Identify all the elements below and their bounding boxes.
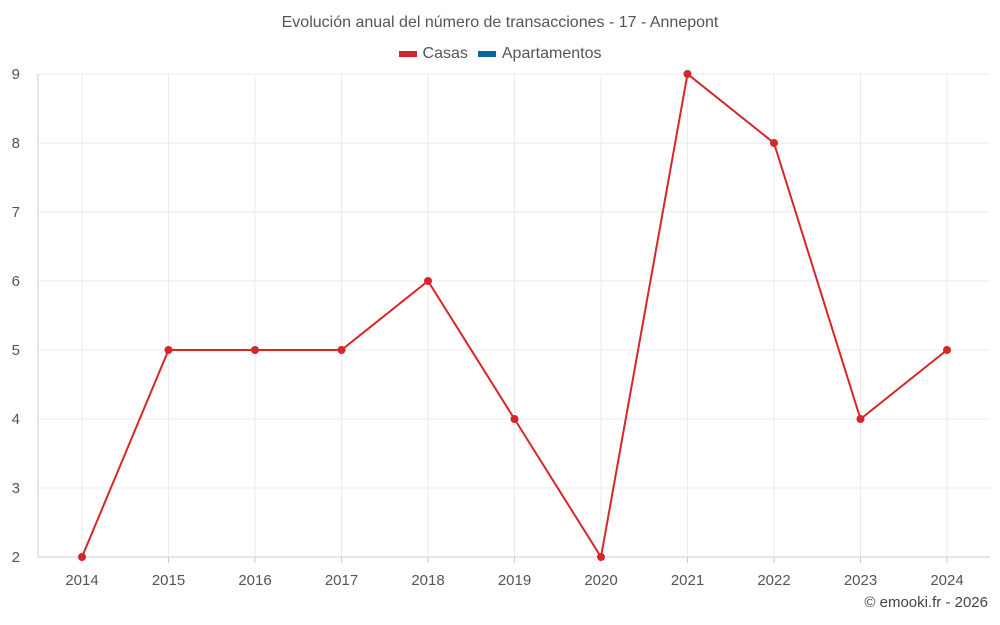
y-tick-label: 5 — [12, 342, 20, 359]
x-tick-label: 2017 — [325, 572, 358, 589]
y-tick-label: 9 — [12, 66, 20, 83]
legend: Casas Apartamentos — [0, 45, 1000, 63]
y-tick-label: 6 — [12, 273, 20, 290]
y-tick-label: 2 — [12, 549, 20, 566]
data-point-casas — [164, 346, 173, 354]
data-point-casas — [683, 70, 692, 78]
data-point-casas — [943, 346, 951, 354]
legend-item-casas[interactable]: Casas — [398, 45, 468, 63]
x-tick-label: 2019 — [498, 572, 531, 589]
data-point-casas — [337, 346, 346, 354]
credit-text: © emooki.fr - 2026 — [864, 594, 988, 611]
x-tick-label: 2014 — [65, 572, 98, 589]
legend-label-casas: Casas — [422, 45, 468, 62]
y-tick-label: 8 — [12, 135, 20, 152]
y-tick-label: 4 — [12, 411, 20, 428]
data-point-casas — [770, 139, 778, 147]
x-tick-label: 2021 — [671, 572, 704, 589]
x-tick-label: 2022 — [757, 572, 790, 589]
data-point-casas — [856, 415, 865, 423]
x-tick-label: 2023 — [844, 572, 877, 589]
x-tick-label: 2020 — [584, 572, 617, 589]
data-point-casas — [597, 553, 605, 561]
legend-swatch-casas — [398, 51, 417, 57]
legend-label-apartamentos: Apartamentos — [501, 45, 602, 62]
data-point-casas — [78, 553, 86, 561]
chart-title: Evolución anual del número de transaccio… — [281, 14, 719, 31]
y-tick-label: 7 — [12, 204, 20, 221]
legend-swatch-apartamentos — [477, 51, 496, 57]
x-tick-label: 2015 — [152, 572, 185, 589]
x-tick-label: 2018 — [411, 572, 444, 589]
y-tick-label: 3 — [12, 480, 20, 497]
data-point-casas — [510, 415, 519, 423]
x-tick-label: 2024 — [930, 572, 963, 589]
legend-item-apartamentos[interactable]: Apartamentos — [477, 45, 602, 63]
data-point-casas — [424, 277, 432, 285]
data-point-casas — [251, 346, 259, 354]
x-tick-label: 2016 — [238, 572, 271, 589]
